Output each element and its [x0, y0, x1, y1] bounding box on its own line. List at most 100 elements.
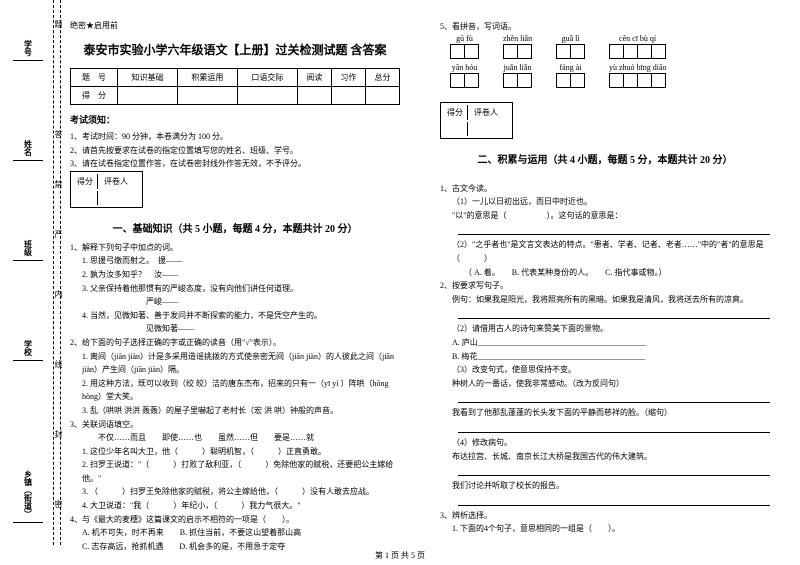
score-header-cell: 积累运用 — [177, 69, 237, 87]
q2-line: 3. 乱（哄哄 洪洪 轰轰）的屋子里嚇起了老村长（宏 洪 哄）钟般的声音。 — [70, 404, 400, 418]
q3-line: 1. 这位少年名叫大卫，他（ ）聪明机智，（ ）正直勇敢。 — [70, 445, 400, 459]
char-box[interactable] — [503, 73, 518, 88]
secret-mark: 绝密★启用前 — [70, 20, 400, 31]
char-box[interactable] — [623, 73, 638, 88]
margin-field: 乡镇（街道） — [8, 470, 48, 525]
pinyin-text: gū fù — [450, 34, 479, 43]
answer-blank[interactable] — [458, 423, 770, 433]
margin-field: 学号 — [8, 40, 48, 63]
answer-blank[interactable] — [458, 309, 770, 319]
margin-field: 学校 — [8, 340, 48, 363]
pinyin-text: fáng ài — [556, 63, 585, 72]
notice-line: 2、请首先按要求在试卷的指定位置填写您的姓名、班级、学号。 — [70, 144, 400, 158]
left-column: 绝密★启用前 泰安市实验小学六年级语文【上册】过关检测试题 含答案 题 号知识基… — [60, 20, 420, 545]
r2-line: 种树人的一番话，使我非常感动。（改为反问句） — [440, 377, 770, 391]
notice-heading: 考试须知： — [70, 113, 400, 126]
char-box[interactable] — [503, 44, 518, 59]
binding-margin: 学号姓名班级学校乡镇（街道） 题答禁严内线封密 — [8, 0, 58, 545]
char-box[interactable] — [556, 44, 571, 59]
r2-line: 我看到了他那乱蓬蓬的长头发下面的平静而慈祥的脸。（缩句） — [440, 406, 770, 420]
pinyin-row-2: yān hóujuǎn liǎnfáng àiyù zhuó bīng diāo — [450, 63, 770, 88]
q1-line: 4. 当然，见微知著、善于发问并不断探索的能力，不是凭空产生的。 — [70, 309, 400, 323]
q3-line: 2. 扫罗王说道："（ ）打败了敌利亚，（ ）免除他家的赋税，还要把公主嫁给他。… — [70, 458, 400, 485]
notice-line: 1、考试时间：90 分钟，本卷满分为 100 分。 — [70, 130, 400, 144]
score-header-cell: 阅读 — [297, 69, 331, 87]
char-box[interactable] — [637, 44, 652, 59]
score-header-cell: 题 号 — [71, 69, 118, 87]
r1-line: （1）一儿以日初出远，而日中时近也。 — [440, 195, 770, 209]
char-box[interactable] — [570, 44, 585, 59]
margin-field: 姓名 — [8, 140, 48, 163]
char-boxes — [556, 44, 585, 59]
pinyin-text: zhěn liǎn — [503, 34, 532, 43]
char-boxes — [450, 73, 479, 88]
score-cell[interactable] — [297, 87, 331, 105]
char-box[interactable] — [637, 73, 652, 88]
answer-blank[interactable] — [458, 466, 770, 476]
r2-line: A. 庐山___________________________________… — [440, 336, 770, 350]
pinyin-group: fáng ài — [556, 63, 585, 88]
char-box[interactable] — [464, 44, 479, 59]
exam-page: 绝密★启用前 泰安市实验小学六年级语文【上册】过关检测试题 含答案 题 号知识基… — [0, 0, 800, 545]
q1-line: 2. 孰为汝多知乎？ 汝—— — [70, 268, 400, 282]
q4-option: A. 机不可失，时不再来 B. 抓住当前，不要这山望着那山高 — [70, 526, 400, 540]
char-box[interactable] — [651, 44, 666, 59]
r2-line: （4）修改病句。 — [440, 436, 770, 450]
score-label: 得分 — [443, 105, 468, 120]
char-box[interactable] — [517, 44, 532, 59]
score-cell[interactable] — [365, 87, 399, 105]
char-box[interactable] — [450, 73, 465, 88]
answer-blank[interactable] — [458, 496, 770, 506]
page-footer: 第 1 页 共 5 页 — [0, 550, 800, 561]
char-box[interactable] — [609, 44, 624, 59]
char-boxes — [556, 73, 585, 88]
pinyin-group: cēn cī bù qí — [609, 34, 666, 59]
q2-line: 2. 用这种方法，既可以收到（绞 皎）洁的唐东杰布，招来的只有一（yī yí ）… — [70, 377, 400, 404]
r2-stem: 2、按要求写句子。 — [440, 279, 770, 293]
char-box[interactable] — [464, 73, 479, 88]
q1-line: 1. 思援弓缴而射之。 援—— — [70, 254, 400, 268]
char-boxes — [609, 44, 666, 59]
score-cell[interactable] — [177, 87, 237, 105]
char-box[interactable] — [517, 73, 532, 88]
r1-line: （2）"之乎者也"是文言文表达的特点。"患者、学者、记者、老者……"中的"者"的… — [440, 238, 770, 265]
score-label: 得分 — [73, 174, 98, 189]
pinyin-group: gū fù — [450, 34, 479, 59]
pinyin-group: yān hóu — [450, 63, 479, 88]
r1-line: "以"的意思是（ ）。这句话的意思是： — [440, 209, 770, 223]
score-cell[interactable] — [118, 87, 178, 105]
score-table: 题 号知识基础积累运用口语交际阅读习作总分 得 分 — [70, 68, 400, 105]
r2-line: 布达拉宫、长城、南京长江大桥是我国古代的伟大建筑。 — [440, 450, 770, 464]
section-2-title: 二、积累与运用（共 4 小题，每题 5 分，本题共计 20 分） — [440, 151, 770, 166]
score-cell: 得 分 — [71, 87, 118, 105]
r3-stem: 3、辨析选择。 — [440, 509, 770, 523]
grader-label: 评卷人 — [100, 174, 140, 189]
q3-line: 不仅……而且 即使……也 虽然……但 要是……就 — [70, 431, 400, 445]
score-cell[interactable] — [331, 87, 365, 105]
char-boxes — [450, 44, 479, 59]
pinyin-group: yù zhuó bīng diāo — [609, 63, 667, 88]
char-box[interactable] — [450, 44, 465, 59]
section-1-title: 一、基础知识（共 5 小题，每题 4 分，本题共计 20 分） — [70, 220, 400, 235]
q1-line: 严峻—— — [70, 295, 400, 309]
pinyin-text: cēn cī bù qí — [609, 34, 666, 43]
pinyin-text: yù zhuó bīng diāo — [609, 63, 667, 72]
char-box[interactable] — [570, 73, 585, 88]
char-box[interactable] — [556, 73, 571, 88]
char-box[interactable] — [623, 44, 638, 59]
score-header-cell: 习作 — [331, 69, 365, 87]
char-box[interactable] — [651, 73, 666, 88]
score-cell[interactable] — [237, 87, 297, 105]
q2-stem: 2、给下面的句子选择正确的字或正确的读音（用"√"表示）。 — [70, 336, 400, 350]
answer-blank[interactable] — [458, 393, 770, 403]
score-box-1: 得分 评卷人 — [70, 171, 143, 208]
q1-line: 见微知著—— — [70, 322, 400, 336]
answer-blank[interactable] — [458, 225, 770, 235]
char-boxes — [609, 73, 667, 88]
q3-stem: 3、关联词语填空。 — [70, 418, 400, 432]
char-box[interactable] — [609, 73, 624, 88]
char-boxes — [503, 73, 532, 88]
score-box-2: 得分 评卷人 — [440, 102, 513, 139]
char-boxes — [503, 44, 532, 59]
seal-line — [53, 0, 54, 545]
